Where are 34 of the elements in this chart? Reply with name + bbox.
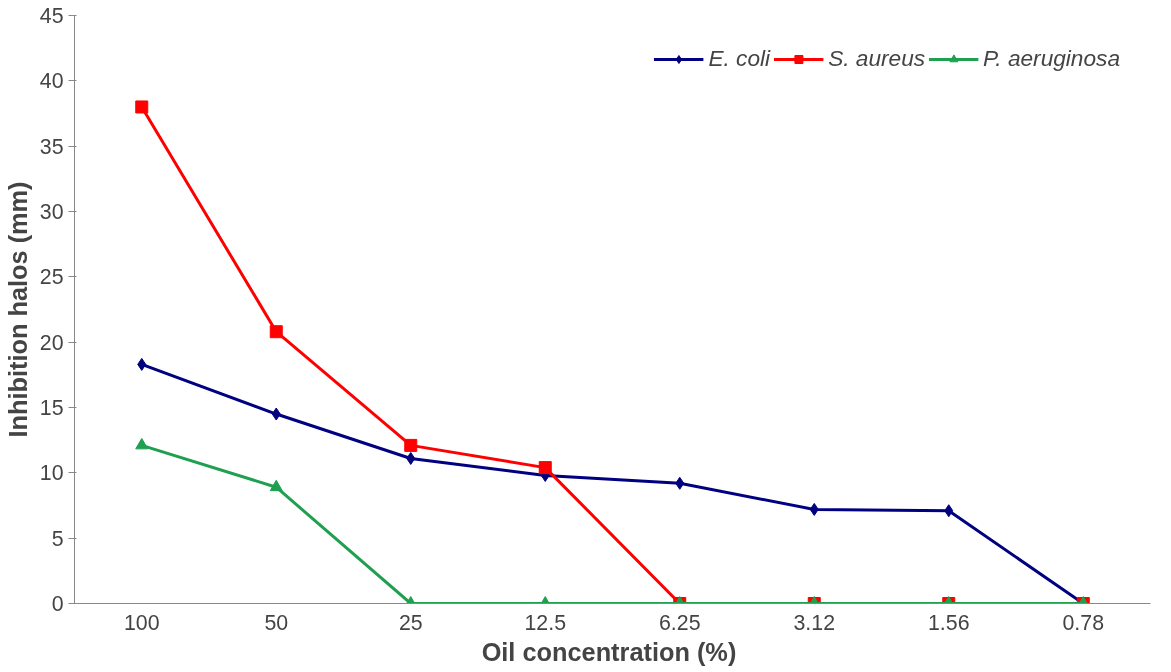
y-tick-label: 15 [39,396,64,420]
x-tick-label: 1.56 [927,610,970,635]
point [135,437,149,450]
y-tick-label: 35 [39,134,64,159]
y-tick-label: 25 [39,265,64,290]
y-tick-label: 0 [51,592,64,616]
x-tick-label: 12.5 [524,610,567,635]
point [675,476,685,490]
point [269,325,283,339]
point [538,461,552,475]
x-tick-label: 3.12 [793,610,836,635]
legend-label: E. coli [708,45,771,72]
y-tick-label: 10 [39,461,64,486]
point [269,479,283,492]
x-tick-label: 25 [398,610,423,635]
x-axis-title: Oil concentration (%) [481,637,737,666]
point [809,502,819,516]
point [944,504,954,518]
point [137,357,147,371]
y-tick-label: 30 [39,200,64,224]
x-tick-label: 50 [264,610,289,635]
x-tick-label: 6.25 [658,610,701,635]
point [404,438,418,452]
y-axis-title: Inhibition halos (mm) [3,181,32,438]
y-tick-label: 20 [39,330,64,355]
x-tick-label: 0.78 [1062,610,1105,635]
y-tick-label: 45 [39,4,64,28]
x-tick-label: 100 [123,610,160,635]
legend-label: P. aeruginosa [983,45,1120,72]
legend-label: S. aureus [828,45,926,72]
y-tick-label: 5 [51,526,64,551]
point [271,407,281,421]
point [406,451,416,465]
y-tick-label: 40 [39,69,64,94]
